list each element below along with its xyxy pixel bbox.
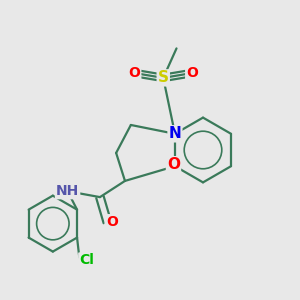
Text: N: N <box>169 126 181 141</box>
Text: O: O <box>128 66 140 80</box>
Text: S: S <box>158 70 169 86</box>
Text: NH: NH <box>56 184 79 198</box>
Text: Cl: Cl <box>79 254 94 267</box>
Text: O: O <box>106 215 118 229</box>
Text: O: O <box>167 157 180 172</box>
Text: O: O <box>186 66 198 80</box>
